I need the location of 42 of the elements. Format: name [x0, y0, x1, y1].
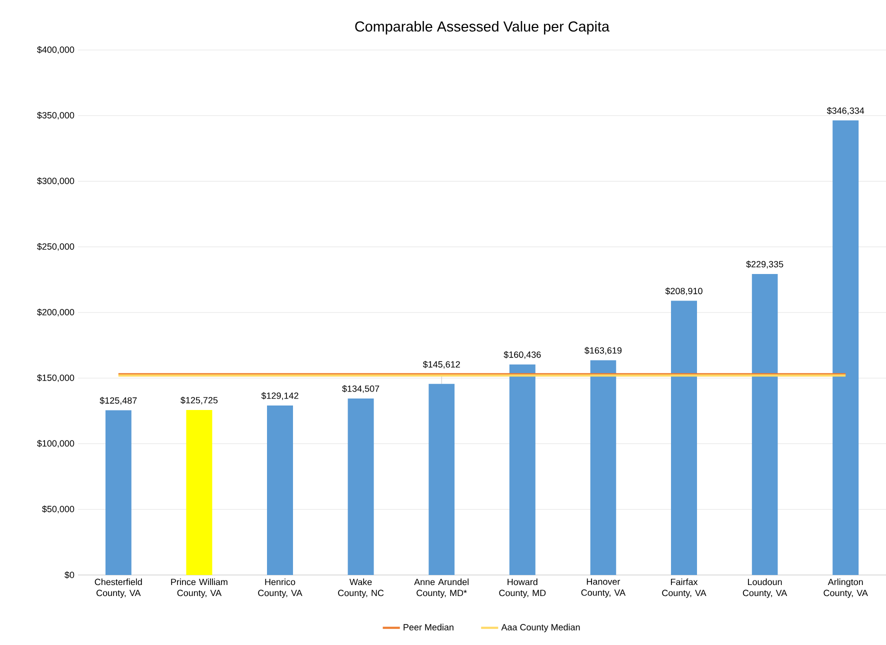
data-label: $160,436	[504, 351, 541, 359]
x-tick-label: Prince William County, VA	[171, 578, 228, 598]
data-label: $208,910	[665, 287, 702, 296]
y-tick-label: $0	[64, 571, 74, 579]
bar	[752, 274, 778, 575]
data-label: $346,334	[826, 107, 864, 115]
bar	[267, 405, 294, 575]
bar	[671, 300, 697, 575]
data-label: $229,335	[746, 260, 784, 268]
x-tick-label: Wake County, NC	[338, 578, 384, 598]
y-tick-label: $50,000	[42, 505, 74, 514]
data-label: $145,612	[422, 360, 460, 369]
y-tick-label: $350,000	[37, 112, 74, 120]
y-tick-label: $400,000	[37, 46, 74, 54]
legend-label: Peer Median	[404, 624, 454, 630]
data-label: $134,507	[342, 385, 380, 393]
data-label: $125,487	[100, 396, 137, 405]
x-tick-label: Loudoun County, VA	[742, 578, 788, 598]
chart-title: Comparable Assessed Value per Capita	[355, 21, 610, 34]
y-tick-label: $200,000	[37, 308, 74, 316]
data-label: $163,619	[584, 346, 622, 355]
x-tick-label: Chesterfield County, VA	[94, 578, 142, 598]
x-tick-label: Hanover County, VA	[581, 578, 626, 598]
bar	[428, 384, 455, 575]
y-tick-label: $250,000	[37, 242, 74, 251]
bar	[832, 120, 859, 575]
x-tick-label: Arlington County, VA	[824, 578, 868, 598]
bar	[348, 398, 374, 575]
x-tick-label: Henrico County, VA	[258, 578, 302, 598]
bar	[105, 410, 132, 575]
data-label: $129,142	[261, 392, 298, 400]
legend-label: Aaa County Median	[501, 624, 580, 632]
bar	[186, 410, 212, 575]
bar	[590, 360, 616, 575]
x-tick-label: Fairfax County, VA	[662, 578, 706, 598]
y-tick-label: $300,000	[37, 177, 74, 186]
x-tick-label: Howard County, MD	[499, 578, 546, 598]
data-label: $125,725	[180, 396, 218, 404]
x-tick-label: Anne Arundel County, MD*	[414, 578, 469, 598]
y-tick-label: $150,000	[37, 374, 74, 382]
bar	[509, 364, 536, 575]
y-tick-label: $100,000	[37, 440, 74, 448]
